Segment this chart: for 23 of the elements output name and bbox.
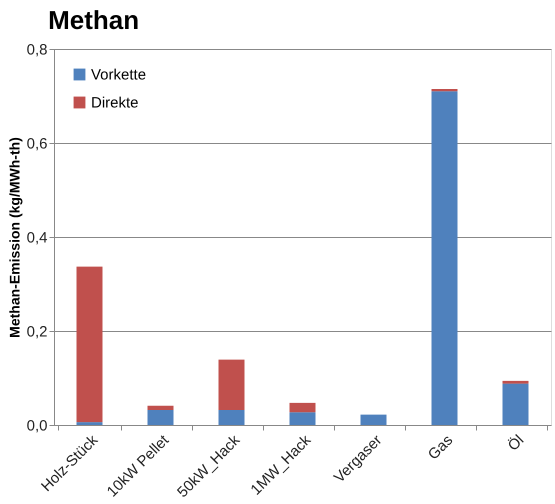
y-tick-label: 0,2 (26, 324, 48, 340)
bar (360, 414, 386, 425)
bar (218, 410, 244, 425)
y-tick-label: 0,0 (26, 418, 48, 434)
legend-label: Vorkette (91, 66, 146, 84)
bar (432, 88, 458, 92)
bar (502, 384, 528, 425)
bar (76, 422, 102, 425)
y-tick-label: 0,8 (26, 42, 48, 58)
x-tick-label: Gas (424, 432, 456, 464)
x-tick-label: Öl (504, 432, 528, 454)
bar (218, 360, 244, 410)
bar (290, 412, 316, 425)
legend-label: Direkte (91, 94, 139, 112)
y-tick-label: 0,6 (26, 136, 48, 152)
y-tick-label: 0,4 (26, 230, 48, 246)
bar (148, 410, 174, 425)
bar (432, 91, 458, 425)
bar (76, 266, 102, 422)
y-axis-title: Methan-Emission (kg/MWh-th) (6, 137, 23, 338)
bar (290, 402, 316, 412)
bar (148, 406, 174, 410)
chart-title: Methan (48, 5, 140, 35)
